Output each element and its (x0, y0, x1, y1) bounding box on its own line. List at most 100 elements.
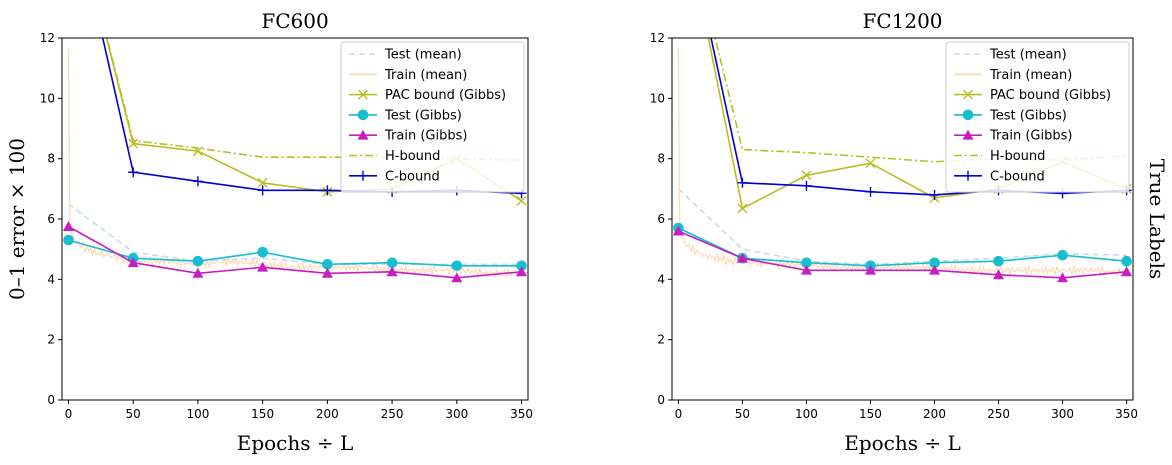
x-tick-label: 300 (1051, 407, 1074, 421)
data-point (386, 266, 398, 277)
data-point (993, 255, 1004, 267)
legend: Test (mean) Train (mean) PAC bound (Gibbs)… (945, 41, 1130, 193)
data-point (516, 266, 528, 277)
x-tick-label: 0 (65, 407, 73, 421)
x-tick-label: 350 (510, 407, 533, 421)
x-tick-label: 150 (251, 407, 274, 421)
y-tick-label: 0 (657, 393, 665, 407)
chart-panel-fc1200: FC1200 Epochs ÷ L 0 50 100 150 200 250 300 350 0 2 4… (650, 9, 1138, 455)
data-point (127, 257, 139, 268)
series-line-test-mean (68, 203, 522, 266)
data-point (451, 260, 463, 272)
x-tick-label: 50 (126, 407, 141, 421)
data-point (257, 185, 268, 196)
plot-area (62, 38, 528, 283)
data-point (322, 185, 333, 196)
x-tick-label: 250 (381, 407, 404, 421)
y-tick-label: 8 (47, 152, 55, 166)
data-point (128, 138, 139, 149)
axes-frame (61, 37, 529, 401)
data-point (322, 258, 333, 270)
legend-marker (963, 89, 973, 100)
legend-marker (962, 129, 974, 140)
legend-marker (357, 129, 369, 140)
legend-label: C-bound (385, 169, 440, 184)
series-line-train-gibbs (678, 230, 1127, 279)
y-tick-label: 6 (657, 212, 665, 226)
legend: Test (mean) Train (mean) PAC bound (Gibbs)… (340, 41, 525, 193)
legend-label: Test (Gibbs) (384, 108, 462, 123)
data-point (864, 264, 876, 275)
series-line-train-gibbs (68, 225, 522, 279)
legend-label: C-bound (990, 169, 1045, 184)
data-point (386, 257, 398, 269)
data-point (865, 186, 876, 197)
data-point (257, 246, 268, 258)
series-line-c-bound (710, 38, 1127, 196)
legend-label: PAC bound (Gibbs) (385, 88, 506, 103)
y-tick-label: 10 (40, 91, 55, 105)
data-point (321, 267, 333, 278)
x-tick-label: 250 (987, 407, 1010, 421)
data-point (737, 203, 748, 214)
data-point (929, 264, 941, 275)
series-line-test-gibbs (678, 227, 1127, 267)
y-tick-label: 12 (40, 31, 55, 45)
x-axis-label: Epochs ÷ L (844, 431, 961, 455)
legend-marker (962, 109, 974, 121)
chart-title: FC1200 (862, 9, 942, 33)
x-tick-label: 0 (675, 407, 683, 421)
legend-label: Test (Gibbs) (989, 108, 1067, 123)
legend-label: Test (mean) (384, 48, 462, 63)
legend-label: H-bound (990, 149, 1045, 164)
x-tick-label: 100 (795, 407, 818, 421)
x-axis-label: Epochs ÷ L (237, 431, 354, 455)
axes-frame (671, 37, 1134, 401)
x-tick-label: 100 (186, 407, 209, 421)
data-point (257, 177, 268, 188)
legend-box (945, 41, 1130, 193)
data-point (1057, 249, 1068, 261)
legend-label: Train (mean) (384, 68, 467, 83)
legend-label: PAC bound (Gibbs) (990, 88, 1111, 103)
y-tick-label: 8 (657, 152, 665, 166)
x-tick-label: 50 (735, 407, 750, 421)
x-tick-label: 350 (1115, 407, 1138, 421)
y-tick-label: 4 (47, 272, 55, 286)
y-tick-label: 0 (47, 393, 55, 407)
y-tick-label: 2 (657, 333, 665, 347)
x-tick-label: 200 (316, 407, 339, 421)
data-point (993, 269, 1005, 280)
legend-marker (963, 170, 973, 181)
data-point (1121, 255, 1132, 267)
legend-label: Train (Gibbs) (384, 129, 467, 144)
data-point (192, 176, 203, 187)
legend-label: Test (mean) (989, 48, 1067, 63)
y-tick-label: 12 (650, 31, 665, 45)
x-tick-label: 300 (445, 407, 468, 421)
y-tick-label: 6 (47, 212, 55, 226)
chart-title: FC600 (261, 9, 328, 33)
data-point (192, 255, 204, 267)
data-point (801, 170, 812, 181)
data-point (62, 221, 74, 231)
figure-ylabel: 0–1 error × 100 (5, 138, 29, 300)
series-line-test-gibbs (68, 239, 522, 267)
y-tick-label: 10 (650, 91, 665, 105)
x-tick-label: 150 (859, 407, 882, 421)
data-point (128, 167, 139, 178)
data-point (516, 195, 527, 206)
data-point (257, 261, 269, 272)
legend-box (340, 41, 525, 193)
figure-right-label: True Labels (1145, 159, 1169, 279)
chart-panel-fc600: FC600 Epochs ÷ L 0 50 100 150 200 250 300 350 0 2 4 6… (40, 9, 533, 455)
legend-marker (358, 89, 368, 100)
legend-marker (357, 109, 369, 121)
data-point (736, 252, 748, 263)
x-tick-label: 200 (923, 407, 946, 421)
data-point (1121, 266, 1133, 277)
data-point (63, 234, 74, 246)
series-line-train-mean (67, 50, 522, 279)
data-point (451, 272, 463, 283)
